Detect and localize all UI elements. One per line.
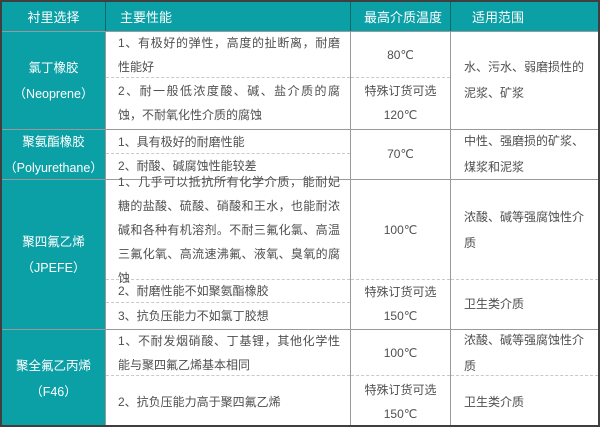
range-cell: 浓酸、碱等强腐蚀性介质 bbox=[451, 180, 598, 280]
performance-cell: 1、几乎可以抵抗所有化学介质，能耐妃糖的盐酸、硫酸、硝酸和王水，也能耐浓碱和各种… bbox=[106, 175, 350, 285]
performance-cell: 3、抗负压能力不如氯丁胶想 bbox=[118, 308, 269, 323]
range-cell: 卫生类介质 bbox=[464, 297, 525, 311]
material-cell: 聚四氟乙烯 （JPEFE） bbox=[2, 180, 105, 329]
material-name: 氯丁橡胶 bbox=[28, 60, 79, 75]
temperature-note: 特殊订货可选 bbox=[364, 285, 437, 299]
range-column: 水、污水、弱磨损性的泥浆、矿浆 bbox=[450, 32, 598, 129]
material-cell: 聚氨酯橡胶 （Polyurethane） bbox=[2, 130, 105, 179]
temperature-value: 150℃ bbox=[383, 309, 418, 323]
temperature-column: 70℃ bbox=[350, 130, 450, 179]
temperature-cell: 100℃ bbox=[351, 330, 450, 376]
temperature-cell: 特殊订货可选 150℃ bbox=[351, 280, 450, 328]
temperature-value: 120℃ bbox=[383, 108, 418, 122]
temperature-value: 100℃ bbox=[383, 222, 418, 237]
header-cell-temperature: 最高介质温度 bbox=[350, 2, 450, 31]
table-row-polyurethane: 聚氨酯橡胶 （Polyurethane） 1、具有极好的耐磨性能 2、耐酸、碱腐… bbox=[2, 129, 598, 179]
performance-cell: 1、不耐发烟硝酸、丁基锂，其他化学性能与聚四氟乙烯基本相同 bbox=[106, 330, 350, 376]
range-column: 浓酸、碱等强腐蚀性介质 卫生类介质 bbox=[450, 330, 598, 425]
header-cell-performance: 主要性能 bbox=[105, 2, 350, 31]
performance-cell: 1、具有极好的耐磨性能 bbox=[106, 130, 350, 154]
temperature-column: 100℃ 特殊订货可选 150℃ bbox=[350, 330, 450, 425]
material-name: 聚四氟乙烯 bbox=[22, 234, 85, 249]
performance-cell: 2、抗负压能力高于聚四氟乙烯 bbox=[118, 394, 281, 409]
performance-column: 1、几乎可以抵抗所有化学介质，能耐妃糖的盐酸、硫酸、硝酸和王水，也能耐浓碱和各种… bbox=[105, 175, 350, 329]
header-cell-lining: 衬里选择 bbox=[27, 10, 80, 25]
material-alias: （Neoprene） bbox=[13, 86, 94, 101]
header-cell-range: 适用范围 bbox=[450, 2, 598, 31]
material-alias: （Polyurethane） bbox=[4, 160, 103, 175]
material-cell: 聚全氟乙丙烯 （F46） bbox=[2, 330, 105, 425]
material-alias: （F46） bbox=[30, 385, 77, 399]
range-cell: 浓酸、碱等强腐蚀性介质 bbox=[451, 330, 598, 376]
performance-column: 1、不耐发烟硝酸、丁基锂，其他化学性能与聚四氟乙烯基本相同 2、抗负压能力高于聚… bbox=[105, 330, 350, 425]
performance-cell: 2、耐酸、碱腐蚀性能较差 bbox=[118, 159, 257, 173]
material-name: 聚全氟乙丙烯 bbox=[15, 359, 91, 373]
material-alias: （JPEFE） bbox=[21, 260, 86, 275]
temperature-column: 80℃ 特殊订货可选 120℃ bbox=[350, 32, 450, 129]
temperature-value: 80℃ bbox=[387, 47, 414, 62]
temperature-cell: 80℃ bbox=[351, 32, 450, 78]
range-cell: 中性、强磨损的矿浆、煤浆和泥浆 bbox=[464, 134, 585, 174]
material-name: 聚氨酯橡胶 bbox=[22, 134, 85, 149]
range-cell: 水、污水、弱磨损性的泥浆、矿浆 bbox=[464, 60, 585, 100]
temperature-cell: 100℃ bbox=[351, 180, 450, 280]
temperature-column: 100℃ 特殊订货可选 150℃ bbox=[350, 180, 450, 329]
material-cell: 氯丁橡胶 （Neoprene） bbox=[2, 32, 105, 129]
header-row: 衬里选择 主要性能 最高介质温度 适用范围 bbox=[2, 2, 598, 31]
temperature-cell: 特殊订货可选 150℃ bbox=[351, 376, 450, 425]
table-row-ptfe: 聚四氟乙烯 （JPEFE） 1、几乎可以抵抗所有化学介质，能耐妃糖的盐酸、硫酸、… bbox=[2, 175, 598, 329]
performance-column: 1、有极好的弹性，高度的扯断离，耐磨性能好 2、耐一般低浓度酸、碱、盐介质的腐蚀… bbox=[105, 32, 350, 129]
temperature-cell: 特殊订货可选 120℃ bbox=[351, 78, 450, 128]
performance-cell: 2、耐一般低浓度酸、碱、盐介质的腐蚀，不耐氧化性介质的腐蚀 bbox=[118, 84, 340, 122]
temperature-value: 100℃ bbox=[383, 345, 418, 360]
performance-cell: 2、耐磨性能不如聚氨酯橡胶 bbox=[106, 280, 350, 303]
range-column: 中性、强磨损的矿浆、煤浆和泥浆 bbox=[450, 130, 598, 179]
performance-column: 1、具有极好的耐磨性能 2、耐酸、碱腐蚀性能较差 bbox=[105, 130, 350, 179]
table-row-f46: 聚全氟乙丙烯 （F46） 1、不耐发烟硝酸、丁基锂，其他化学性能与聚四氟乙烯基本… bbox=[2, 329, 598, 425]
table-row-neoprene: 氯丁橡胶 （Neoprene） 1、有极好的弹性，高度的扯断离，耐磨性能好 2、… bbox=[2, 31, 598, 129]
temperature-value: 70℃ bbox=[387, 147, 414, 161]
range-cell: 卫生类介质 bbox=[464, 394, 525, 409]
performance-cell: 1、有极好的弹性，高度的扯断离，耐磨性能好 bbox=[106, 32, 350, 78]
range-column: 浓酸、碱等强腐蚀性介质 卫生类介质 bbox=[450, 180, 598, 329]
temperature-note: 特殊订货可选 bbox=[364, 84, 437, 98]
temperature-cell: 70℃ bbox=[351, 130, 450, 178]
temperature-value: 150℃ bbox=[383, 406, 418, 421]
temperature-note: 特殊订货可选 bbox=[364, 382, 437, 397]
